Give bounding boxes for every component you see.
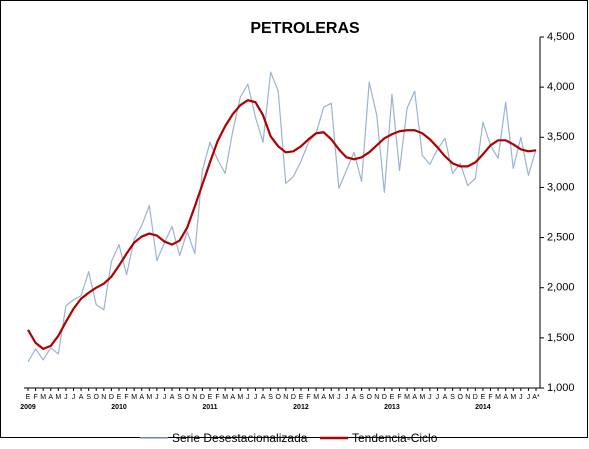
y-tick-label: 3,500 (547, 131, 575, 143)
series-line (27, 99, 537, 350)
x-tick-label: O (366, 394, 372, 401)
x-tick-label: S (86, 394, 91, 401)
x-tick-label: N (374, 394, 379, 401)
x-tick-label: E (208, 394, 213, 401)
series-line (27, 71, 537, 363)
x-tick-label: F (397, 394, 401, 401)
x-tick-label: D (473, 394, 478, 401)
x-tick-label: M (131, 394, 137, 401)
x-tick-label: E (299, 394, 304, 401)
x-tick-label: M (495, 394, 501, 401)
x-tick-label: J (428, 394, 432, 401)
x-tick-label: D (200, 394, 205, 401)
x-tick-label: A (48, 394, 53, 401)
x-tick-label: J (64, 394, 68, 401)
y-tick-label: 3,000 (547, 181, 575, 193)
x-tick-label: S (268, 394, 273, 401)
y-tick-label: 4,000 (547, 81, 575, 93)
y-tick-label: 1,000 (547, 382, 575, 394)
x-tick-label: M (222, 394, 228, 401)
year-label: 2010 (111, 404, 127, 411)
x-tick-label: J (519, 394, 523, 401)
y-tick-label: 2,500 (547, 231, 575, 243)
year-label: 2013 (384, 404, 400, 411)
x-tick-label: N (101, 394, 106, 401)
x-tick-label: J (163, 394, 167, 401)
x-tick-label: A (139, 394, 144, 401)
x-tick-label: M (55, 394, 61, 401)
x-tick-label: M (40, 394, 46, 401)
x-tick-label: M (146, 394, 152, 401)
x-tick-label: F (33, 394, 37, 401)
x-tick-label: A (412, 394, 417, 401)
x-tick-label: A (321, 394, 326, 401)
x-tick-label: N (283, 394, 288, 401)
x-tick-label: O (275, 394, 281, 401)
x-tick-label: A (443, 394, 448, 401)
year-label: 2014 (475, 404, 491, 411)
x-tick-label: A (79, 394, 84, 401)
y-tick-label: 4,500 (547, 31, 575, 43)
x-tick-label: N (465, 394, 470, 401)
x-tick-label: A (230, 394, 235, 401)
year-label: 2009 (20, 404, 36, 411)
x-tick-label: E (481, 394, 486, 401)
x-tick-label: F (306, 394, 310, 401)
x-tick-label: D (382, 394, 387, 401)
x-tick-label: M (510, 394, 516, 401)
x-tick-label: M (313, 394, 319, 401)
x-tick-label: F (124, 394, 128, 401)
x-tick-label: M (237, 394, 243, 401)
x-tick-label: J (246, 394, 250, 401)
x-tick-label: D (109, 394, 114, 401)
x-tick-label: S (450, 394, 455, 401)
x-tick-label: A (503, 394, 508, 401)
frame (0, 0, 588, 438)
y-tick-label: 1,500 (547, 332, 575, 344)
x-tick-label: J (155, 394, 159, 401)
x-tick-label: J (436, 394, 440, 401)
x-tick-label: J (254, 394, 258, 401)
x-tick-label: F (488, 394, 492, 401)
chart-title: PETROLERAS (250, 20, 360, 37)
x-tick-label: A (352, 394, 357, 401)
x-tick-label: E (117, 394, 122, 401)
year-label: 2011 (202, 404, 217, 411)
x-tick-label: O (94, 394, 100, 401)
x-tick-label: M (404, 394, 410, 401)
x-tick-label: J (72, 394, 76, 401)
y-tick-label: 2,000 (547, 282, 575, 294)
x-tick-label: A (261, 394, 266, 401)
x-tick-label: A (170, 394, 175, 401)
x-tick-label: S (359, 394, 364, 401)
x-tick-label: M (328, 394, 334, 401)
x-tick-label: M (419, 394, 425, 401)
x-tick-label: D (291, 394, 296, 401)
x-tick-label: O (184, 394, 190, 401)
x-tick-label: F (215, 394, 219, 401)
x-tick-label: O (457, 394, 463, 401)
x-tick-label: S (177, 394, 182, 401)
x-tick-label: E (390, 394, 395, 401)
year-label: 2012 (293, 404, 309, 411)
x-tick-label: A* (532, 394, 540, 401)
x-tick-label: J (337, 394, 341, 401)
legend-label: Serie Desestacionalizada (172, 431, 308, 445)
x-tick-label: E (26, 394, 31, 401)
x-tick-label: J (527, 394, 531, 401)
x-tick-label: N (192, 394, 197, 401)
x-tick-label: J (345, 394, 349, 401)
legend-label: Tendencia-Ciclo (352, 431, 438, 445)
